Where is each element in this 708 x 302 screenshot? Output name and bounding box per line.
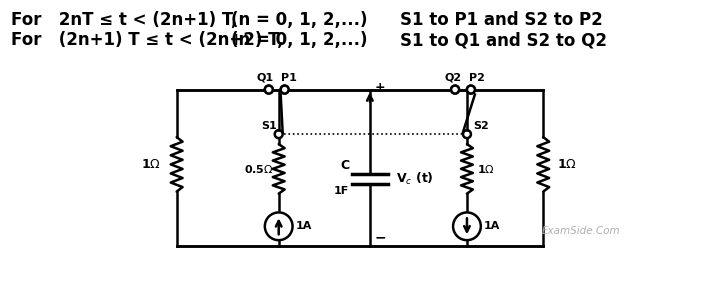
Circle shape — [280, 85, 289, 94]
Text: For   (2n+1) T ≤ t < (2n+2) T,: For (2n+1) T ≤ t < (2n+2) T, — [11, 31, 284, 49]
Circle shape — [453, 212, 481, 240]
Text: S1 to P1 and S2 to P2: S1 to P1 and S2 to P2 — [399, 11, 603, 29]
Text: 1A: 1A — [484, 221, 500, 231]
Text: 1$\Omega$: 1$\Omega$ — [477, 163, 495, 175]
Circle shape — [265, 212, 292, 240]
Text: 1A: 1A — [295, 221, 312, 231]
Text: (n = 0, 1, 2,...): (n = 0, 1, 2,...) — [231, 11, 367, 29]
Text: V$_c$ (t): V$_c$ (t) — [396, 171, 433, 187]
Text: S2: S2 — [473, 121, 489, 131]
Text: 1$\Omega$: 1$\Omega$ — [557, 158, 577, 171]
Text: 1F: 1F — [333, 186, 349, 196]
Text: Q2: Q2 — [445, 73, 462, 83]
Text: 0.5$\Omega$: 0.5$\Omega$ — [244, 163, 274, 175]
Text: S1 to Q1 and S2 to Q2: S1 to Q1 and S2 to Q2 — [399, 31, 607, 49]
Text: P2: P2 — [469, 73, 485, 83]
Text: C: C — [340, 159, 349, 172]
Text: For   2nT ≤ t < (2n+1) T,: For 2nT ≤ t < (2n+1) T, — [11, 11, 237, 29]
Text: 1$\Omega$: 1$\Omega$ — [141, 158, 161, 171]
Text: (n = 0, 1, 2,...): (n = 0, 1, 2,...) — [231, 31, 367, 49]
Circle shape — [467, 85, 475, 94]
Text: P1: P1 — [280, 73, 297, 83]
Text: ExamSide.Com: ExamSide.Com — [541, 226, 620, 236]
Text: +: + — [375, 81, 385, 94]
Text: S1: S1 — [261, 121, 277, 131]
Text: −: − — [375, 230, 387, 244]
Circle shape — [451, 85, 459, 94]
Text: Q1: Q1 — [256, 73, 273, 83]
Circle shape — [265, 85, 273, 94]
